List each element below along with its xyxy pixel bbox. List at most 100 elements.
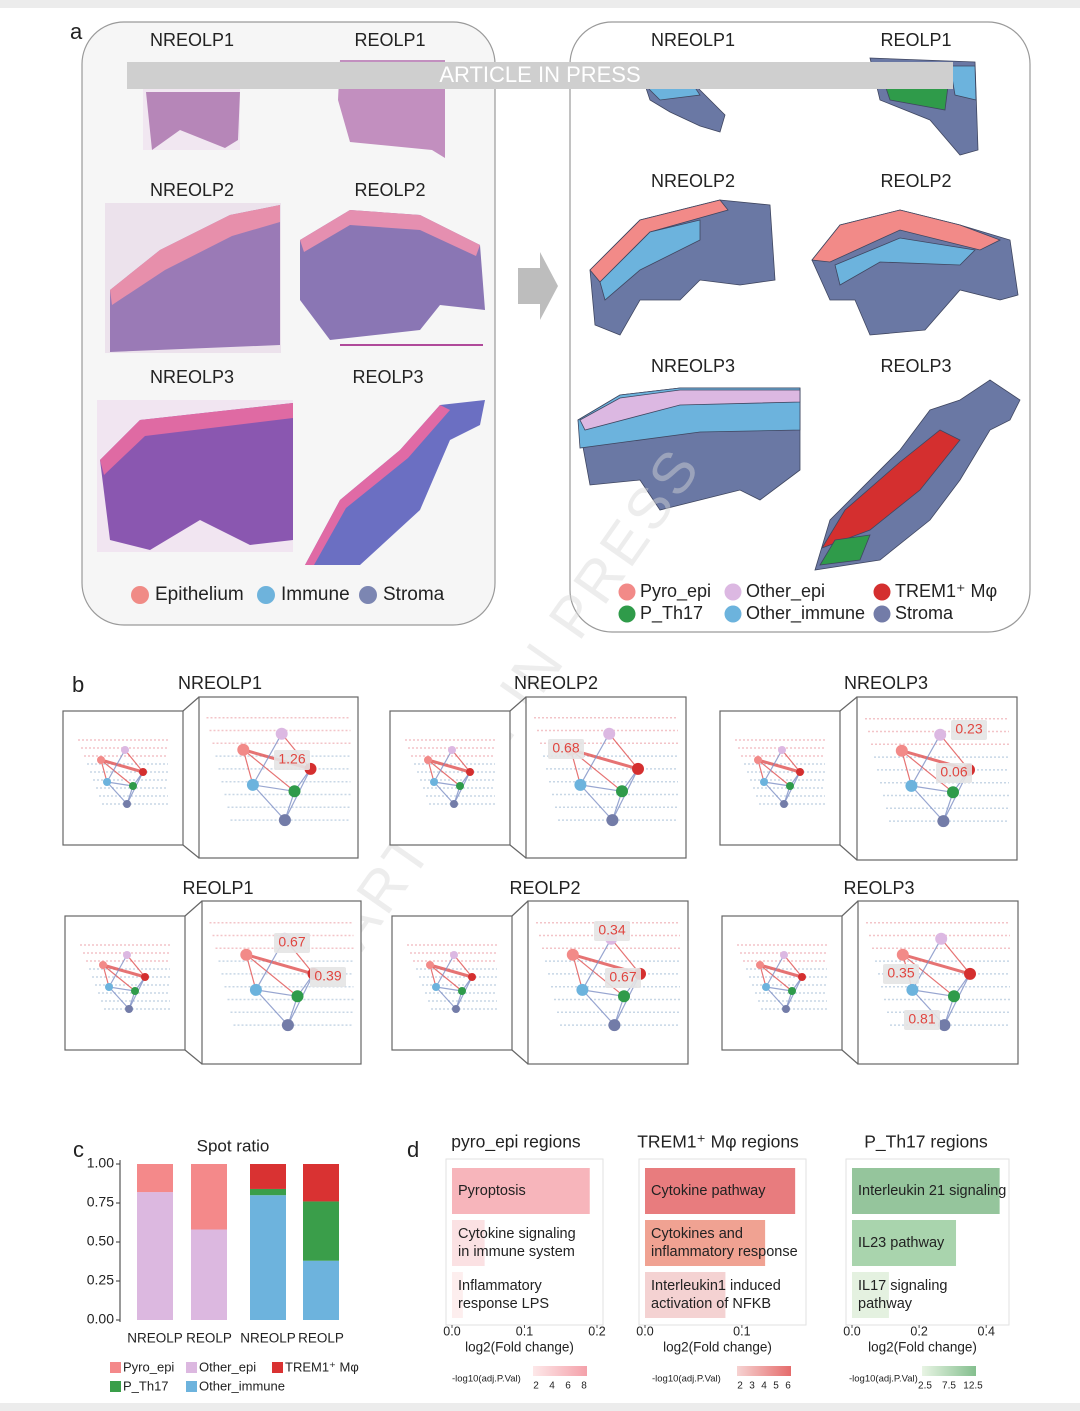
bar-label: IL17 signaling — [858, 1278, 948, 1294]
value-label-bg — [605, 968, 641, 988]
x-tick-label: 0.4 — [978, 1324, 995, 1338]
value-label-bg — [594, 921, 630, 941]
value-label-bg — [548, 739, 584, 759]
colorbar-tick-label: 4 — [549, 1381, 555, 1392]
sample-title: REOLP3 — [352, 367, 423, 387]
edge — [435, 954, 455, 988]
colorbar-tick-label: 3 — [749, 1381, 755, 1392]
edge — [427, 759, 461, 787]
edge — [783, 954, 803, 978]
spot-map — [949, 65, 977, 101]
bar — [645, 1272, 726, 1318]
node — [291, 990, 304, 1003]
sample-title: REOLP1 — [880, 30, 951, 50]
node — [780, 800, 788, 808]
sample-title: NREOLP3 — [844, 673, 928, 693]
legend-swatch — [724, 583, 742, 601]
legend-label: Pyro_epi — [123, 1359, 174, 1374]
colorbar-title: -log10(adj.P.Val) — [452, 1374, 521, 1385]
edge — [106, 781, 134, 787]
edge — [902, 953, 971, 976]
colorbar — [922, 1366, 976, 1376]
x-tick-label: 0.2 — [588, 1324, 605, 1338]
x-axis-title: log2(Fold change) — [465, 1340, 574, 1355]
bar-label: Cytokine signaling — [458, 1226, 576, 1242]
node — [937, 815, 950, 828]
node — [756, 961, 764, 969]
value-label-bg — [904, 1010, 940, 1030]
legend-label: TREM1⁺ Mφ — [285, 1359, 359, 1374]
zoom-line — [509, 696, 527, 712]
node — [935, 932, 948, 945]
node — [603, 727, 616, 740]
bar-label: IL23 pathway — [858, 1235, 945, 1251]
edge — [912, 989, 955, 997]
bar-label: Cytokine pathway — [651, 1183, 766, 1199]
node — [240, 948, 253, 961]
edge — [572, 954, 583, 991]
bar-label: response LPS — [458, 1296, 549, 1312]
legend-label: Other_epi — [199, 1359, 256, 1374]
node — [288, 785, 301, 798]
x-tick-label: REOLP — [298, 1331, 344, 1346]
bar-label: inflammatory response — [651, 1244, 798, 1260]
sample-title: NREOLP1 — [178, 673, 262, 693]
edge — [763, 749, 783, 783]
sample-title: REOLP2 — [880, 171, 951, 191]
edge — [108, 954, 128, 988]
colorbar-tick-label: 8 — [581, 1381, 587, 1392]
node — [103, 778, 111, 786]
edge — [242, 749, 254, 786]
legend-swatch — [257, 586, 275, 604]
panel-label: d — [407, 1137, 419, 1162]
legend-label: Immune — [281, 584, 350, 605]
x-axis-title: log2(Fold change) — [663, 1340, 772, 1355]
value-label: 0.81 — [908, 1011, 935, 1027]
edge — [765, 954, 785, 988]
edge — [581, 989, 615, 1026]
x-tick-label: 0.0 — [443, 1324, 460, 1338]
spot-map — [579, 389, 801, 431]
value-label-bg — [274, 933, 310, 953]
edge — [765, 986, 793, 992]
node — [762, 983, 770, 991]
node — [780, 951, 788, 959]
node — [896, 948, 909, 961]
edge — [245, 954, 257, 991]
node — [947, 786, 959, 799]
edge — [255, 989, 298, 997]
bar — [852, 1168, 1000, 1214]
edge — [433, 781, 461, 787]
bar-label: Interleukin1 induced — [651, 1278, 781, 1294]
bar — [852, 1220, 957, 1266]
value-label-bg — [883, 964, 919, 984]
node — [608, 1019, 621, 1032]
edge — [124, 749, 144, 773]
x-tick-label: NREOLP — [127, 1331, 183, 1346]
banner — [127, 62, 953, 89]
edge — [435, 986, 457, 1010]
edge — [940, 938, 971, 975]
legend-label: Epithelium — [155, 584, 244, 605]
sample-title: NREOLP2 — [651, 171, 735, 191]
edge — [429, 964, 463, 992]
zoom-box — [525, 696, 687, 859]
node — [450, 800, 458, 808]
zoom-line — [511, 1049, 529, 1065]
x-tick-label: 0.1 — [516, 1324, 533, 1338]
edge — [245, 953, 314, 976]
legend-swatch — [186, 1362, 197, 1373]
sample-title: NREOLP1 — [651, 30, 735, 50]
value-label: 0.34 — [598, 922, 625, 938]
value-label: 0.68 — [552, 740, 579, 756]
edge — [763, 781, 791, 787]
chart-title: P_Th17 regions — [864, 1132, 988, 1153]
colorbar — [737, 1366, 791, 1376]
edge — [102, 964, 136, 992]
y-tick-label: 0.25 — [87, 1272, 114, 1288]
bar-segment — [250, 1195, 286, 1320]
sample-title: NREOLP3 — [150, 367, 234, 387]
node — [616, 785, 628, 798]
node — [760, 778, 768, 786]
node — [938, 1019, 951, 1032]
